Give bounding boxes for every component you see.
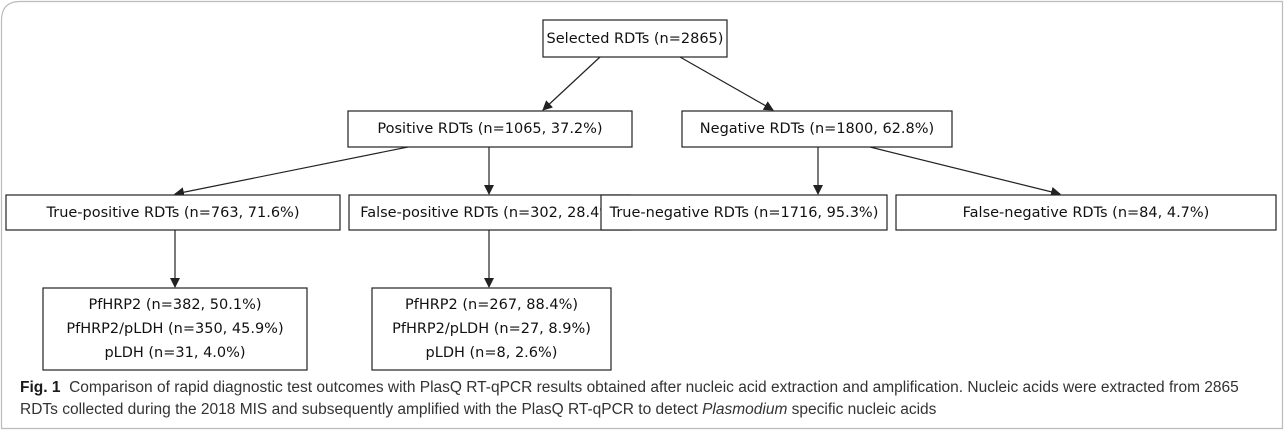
node-box <box>681 110 953 148</box>
node-box <box>542 19 728 58</box>
node-line: PfHRP2 (n=267, 88.4%) <box>405 297 578 313</box>
node-line: PfHRP2/pLDH (n=350, 45.9%) <box>66 321 283 337</box>
node-label: True-positive RDTs (n=763, 71.6%) <box>46 205 300 221</box>
node-box <box>371 287 612 371</box>
node-box <box>42 287 308 371</box>
caption: Fig. 1 Comparison of rapid diagnostic te… <box>20 377 1265 421</box>
node-line: PfHRP2 (n=382, 50.1%) <box>88 297 261 313</box>
caption-text: specific nucleic acids <box>791 401 937 418</box>
node-box <box>895 194 1277 231</box>
node-box <box>5 194 341 231</box>
node-box <box>600 194 888 231</box>
node-box <box>348 194 631 231</box>
node-line: pLDH (n=8, 2.6%) <box>426 345 558 361</box>
node-label: Selected RDTs (n=2865) <box>547 31 724 47</box>
node-label: True-negative RDTs (n=1716, 95.3%) <box>609 205 879 221</box>
arrow <box>869 146 1061 197</box>
arrow <box>542 56 601 111</box>
node-line: PfHRP2/pLDH (n=27, 8.9%) <box>392 321 591 337</box>
arrow <box>174 146 409 198</box>
node-label: False-negative RDTs (n=84, 4.7%) <box>963 205 1210 221</box>
node-box <box>347 110 633 148</box>
node-line: pLDH (n=31, 4.0%) <box>104 345 245 361</box>
arrow <box>679 56 774 111</box>
node-label: Negative RDTs (n=1800, 62.8%) <box>700 121 934 137</box>
caption-text: Comparison of rapid diagnostic test outc… <box>20 379 1239 418</box>
node-label: False-positive RDTs (n=302, 28.4%) <box>360 205 619 221</box>
caption-label: Fig. 1 <box>20 379 61 396</box>
caption-italic: Plasmodium <box>702 401 788 418</box>
node-label: Positive RDTs (n=1065, 37.2%) <box>377 121 602 137</box>
